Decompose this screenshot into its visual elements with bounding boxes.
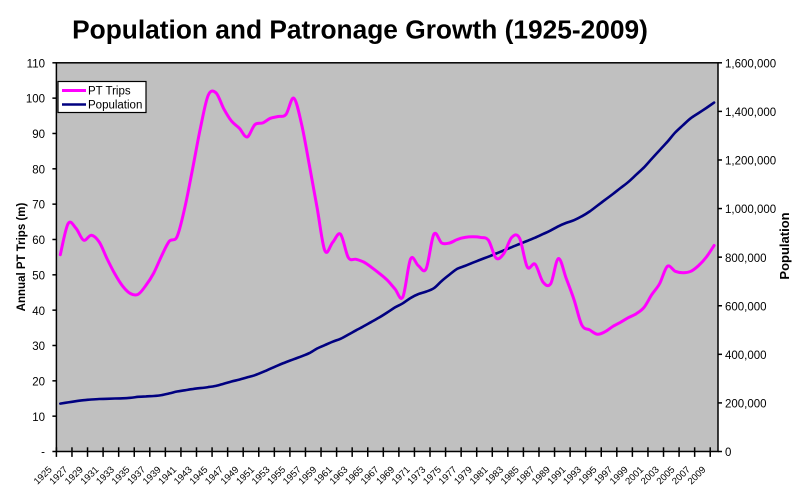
- svg-text:0: 0: [725, 447, 731, 459]
- svg-text:200,000: 200,000: [725, 399, 767, 411]
- svg-text:100: 100: [26, 94, 45, 106]
- svg-text:PT Trips: PT Trips: [88, 86, 131, 98]
- svg-text:30: 30: [32, 341, 45, 353]
- svg-text:Population: Population: [88, 100, 142, 112]
- svg-text:60: 60: [32, 235, 45, 247]
- svg-text:110: 110: [27, 58, 45, 70]
- svg-text:70: 70: [32, 200, 45, 212]
- svg-text:1,000,000: 1,000,000: [725, 204, 776, 216]
- svg-text:80: 80: [32, 164, 45, 176]
- svg-text:Population: Population: [777, 212, 792, 279]
- svg-text:50: 50: [32, 270, 45, 282]
- svg-text:400,000: 400,000: [725, 350, 767, 362]
- svg-text:1,600,000: 1,600,000: [725, 58, 776, 70]
- svg-text:Population and Patronage Growt: Population and Patronage Growth (1925-20…: [72, 15, 648, 45]
- svg-text:1,400,000: 1,400,000: [725, 107, 776, 119]
- svg-text:-: -: [41, 447, 45, 459]
- svg-text:Annual PT Trips (m): Annual PT Trips (m): [16, 203, 28, 312]
- svg-text:20: 20: [32, 376, 45, 388]
- svg-text:40: 40: [32, 306, 45, 318]
- svg-text:800,000: 800,000: [725, 253, 767, 265]
- svg-text:90: 90: [32, 129, 45, 141]
- svg-text:10: 10: [32, 412, 45, 424]
- svg-text:1,200,000: 1,200,000: [725, 156, 776, 168]
- svg-text:600,000: 600,000: [725, 301, 767, 313]
